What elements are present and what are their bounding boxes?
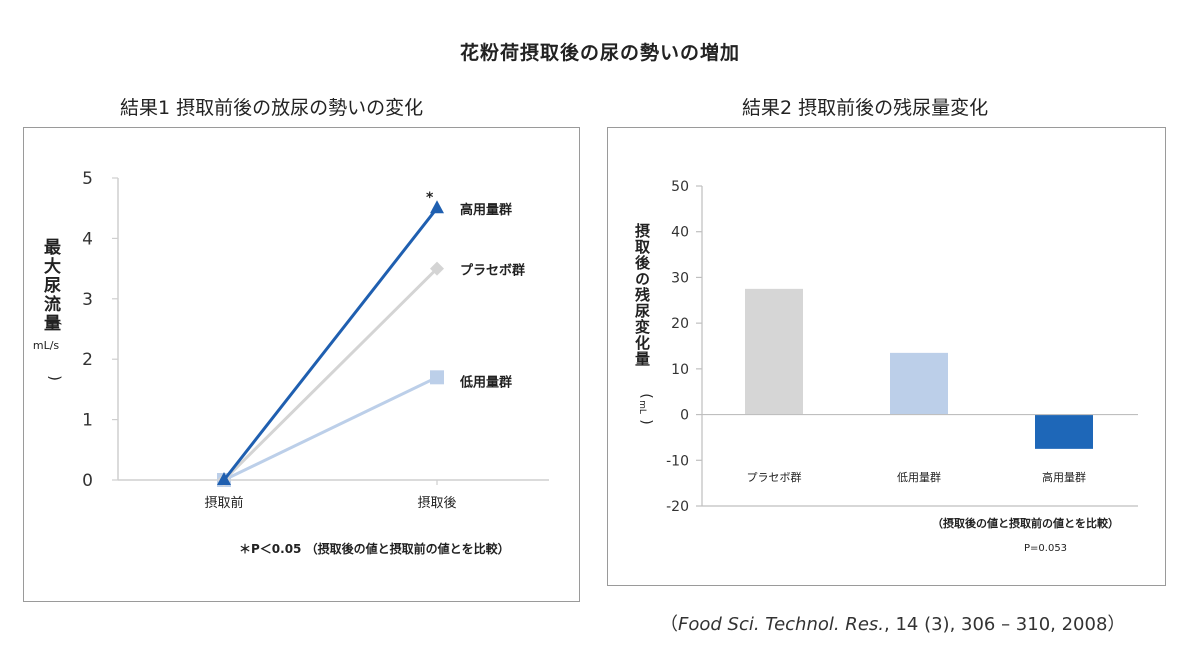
bar: [890, 352, 948, 415]
chart1-title: 結果1 摂取前後の放尿の勢いの変化: [120, 97, 424, 119]
footnote: ＊P＜0.05 （摂取後の値と摂取前の値とを比較）: [239, 541, 510, 556]
citation-journal: Food Sci. Technol. Res.: [678, 614, 884, 635]
x-tick-label: 低用量群: [897, 470, 941, 484]
x-tick-label: 摂取後: [417, 495, 456, 511]
x-tick-label: 高用量群: [1042, 470, 1086, 484]
y-tick-label: 0: [680, 408, 689, 424]
bar-chart: 50 40 30 20 10 0 -10 -20 プラセボ群 低用量群 高用量群 摂取後の残尿変化量 (…: [633, 179, 1138, 554]
bar: [745, 288, 803, 415]
y-tick-label: 2: [82, 350, 93, 370]
citation-rest: , 14 (3), 306 – 310, 2008）: [884, 614, 1126, 635]
y-tick-label: 1: [82, 411, 93, 431]
main-title: 花粉荷摂取後の尿の勢いの増加: [459, 42, 740, 64]
y-axis-paren-close: ): [46, 375, 64, 381]
series-label: 低用量群: [459, 374, 512, 390]
citation-open: （: [660, 614, 678, 635]
line-chart: 0 1 2 3 4 5 摂取前 摂取後 最大尿流量 mL/s () 低用量群 プラセボ群 高用量群 * ＊P＜…: [33, 169, 549, 556]
x-tick-label: プラセボ群: [747, 470, 802, 484]
y-tick-label: -20: [666, 499, 689, 515]
y-axis-paren-close: ): [638, 419, 654, 424]
x-tick-label: 摂取前: [204, 495, 243, 511]
bar-chart-panel: 50 40 30 20 10 0 -10 -20 プラセボ群 低用量群 高用量群 摂取後の残尿変化量 (…: [607, 127, 1166, 586]
y-axis-paren-open: (: [638, 393, 654, 398]
y-tick-label: 0: [82, 471, 93, 491]
series-label: プラセボ群: [460, 263, 525, 279]
series-label: 高用量群: [460, 202, 512, 218]
y-tick-label: 20: [671, 316, 689, 332]
line-chart-panel: 0 1 2 3 4 5 摂取前 摂取後 最大尿流量 mL/s () 低用量群 プラセボ群 高用量群 * ＊P＜…: [23, 127, 580, 602]
y-tick-label: -10: [666, 453, 689, 469]
data-point: [430, 370, 444, 385]
citation: （Food Sci. Technol. Res., 14 (3), 306 – …: [660, 610, 1125, 636]
data-point: [430, 200, 444, 214]
y-axis-paren-open: (: [46, 320, 64, 326]
y-tick-label: 30: [671, 270, 689, 286]
series-line: [223, 375, 438, 482]
y-tick-label: 10: [671, 362, 689, 378]
significance-star: *: [426, 190, 434, 206]
y-tick-label: 50: [671, 179, 689, 195]
y-axis-unit: mL: [637, 400, 647, 414]
series-line: [222, 267, 439, 482]
y-axis-unit: mL/s: [33, 339, 60, 352]
y-tick-label: 5: [82, 169, 93, 189]
y-tick-label: 40: [671, 225, 689, 241]
chart2-title: 結果2 摂取前後の残尿量変化: [742, 97, 989, 119]
bar: [1035, 414, 1093, 449]
footnote: （摂取後の値と摂取前の値とを比較）: [932, 516, 1119, 530]
y-axis-label: 最大尿流量: [40, 238, 61, 333]
y-tick-label: 4: [82, 229, 93, 249]
data-point: [430, 261, 444, 276]
y-tick-label: 3: [82, 290, 93, 310]
y-axis-label: 摂取後の残尿変化量: [633, 222, 651, 367]
series-line: [222, 207, 439, 481]
p-value: P=0.053: [1024, 543, 1067, 554]
data-point: [217, 472, 231, 485]
